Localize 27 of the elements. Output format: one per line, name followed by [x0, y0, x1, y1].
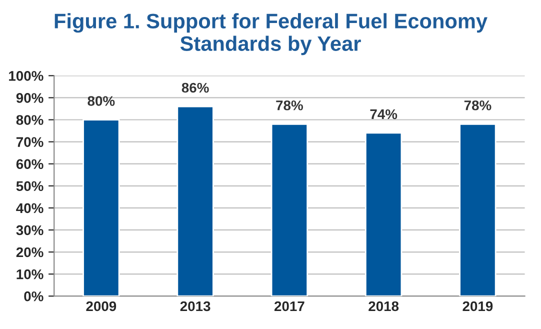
y-tick-label: 100%	[9, 71, 44, 81]
data-label: 78%	[464, 100, 492, 110]
y-tick-label: 30%	[16, 225, 44, 236]
x-tick-label: 2019	[462, 301, 493, 312]
y-tick-label: 70%	[16, 137, 44, 147]
y-tick-label: 80%	[16, 115, 44, 125]
bar	[459, 123, 496, 296]
y-tick-label: 20%	[16, 247, 44, 258]
x-tick-label: 2009	[86, 301, 116, 312]
y-tick-label: 90%	[16, 93, 44, 103]
x-tick-label: 2013	[180, 301, 210, 312]
data-label: 78%	[276, 100, 303, 110]
y-tick-label: 40%	[16, 203, 44, 214]
bar	[176, 106, 214, 296]
x-tick-label: 2017	[274, 301, 304, 312]
bar	[270, 123, 308, 296]
bar	[82, 119, 120, 296]
y-tick-label: 50%	[16, 181, 44, 192]
bar	[364, 132, 402, 296]
y-tick-label: 10%	[16, 269, 44, 280]
y-tick-label: 0%	[24, 291, 44, 302]
y-tick-label: 60%	[16, 159, 44, 170]
data-label: 86%	[182, 82, 209, 93]
data-label: 80%	[88, 96, 115, 106]
x-tick-label: 2018	[368, 301, 399, 312]
data-label: 74%	[370, 109, 398, 120]
chart-title: Figure 1. Support for Federal Fuel Economy Standards by Year	[54, 13, 488, 56]
